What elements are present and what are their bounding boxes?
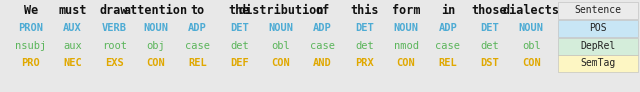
Text: PRO: PRO	[22, 58, 40, 68]
Text: CON: CON	[147, 58, 165, 68]
Text: DEF: DEF	[230, 58, 249, 68]
Text: this: this	[350, 3, 379, 16]
Text: obl: obl	[271, 41, 291, 51]
Text: in: in	[441, 3, 455, 16]
Text: nmod: nmod	[394, 41, 419, 51]
Text: PRON: PRON	[19, 23, 44, 33]
Text: PRX: PRX	[355, 58, 374, 68]
Text: NEC: NEC	[63, 58, 82, 68]
Text: of: of	[316, 3, 330, 16]
Text: ADP: ADP	[314, 23, 332, 33]
Text: DepRel: DepRel	[580, 41, 616, 51]
Text: distribution: distribution	[238, 3, 324, 16]
Text: the: the	[228, 3, 250, 16]
Text: attention: attention	[124, 3, 188, 16]
Text: det: det	[480, 41, 499, 51]
Text: draw: draw	[100, 3, 129, 16]
Text: Sentence: Sentence	[575, 5, 621, 15]
Text: form: form	[392, 3, 420, 16]
Text: DET: DET	[230, 23, 249, 33]
Text: DET: DET	[355, 23, 374, 33]
Text: NOUN: NOUN	[143, 23, 168, 33]
Text: det: det	[230, 41, 249, 51]
Text: root: root	[102, 41, 127, 51]
Text: REL: REL	[188, 58, 207, 68]
Text: must: must	[58, 3, 87, 16]
Text: EXS: EXS	[105, 58, 124, 68]
Text: to: to	[191, 3, 205, 16]
Bar	[558, 38, 638, 54]
Text: dialects: dialects	[502, 3, 559, 16]
Text: case: case	[310, 41, 335, 51]
Text: nsubj: nsubj	[15, 41, 47, 51]
Text: CON: CON	[522, 58, 541, 68]
Bar	[558, 20, 638, 37]
Text: det: det	[355, 41, 374, 51]
Text: POS: POS	[589, 23, 607, 33]
Text: DST: DST	[480, 58, 499, 68]
Text: AUX: AUX	[63, 23, 82, 33]
Text: NOUN: NOUN	[269, 23, 294, 33]
Text: SemTag: SemTag	[580, 58, 616, 68]
Text: obj: obj	[147, 41, 165, 51]
Text: REL: REL	[438, 58, 457, 68]
Text: aux: aux	[63, 41, 82, 51]
Text: CON: CON	[271, 58, 291, 68]
Text: case: case	[435, 41, 460, 51]
Text: CON: CON	[397, 58, 415, 68]
Text: ADP: ADP	[188, 23, 207, 33]
Text: DET: DET	[480, 23, 499, 33]
Text: NOUN: NOUN	[394, 23, 419, 33]
Text: case: case	[185, 41, 210, 51]
Text: obl: obl	[522, 41, 541, 51]
Bar	[558, 1, 638, 18]
Text: We: We	[24, 3, 38, 16]
Text: NOUN: NOUN	[518, 23, 543, 33]
Text: those: those	[472, 3, 508, 16]
Text: VERB: VERB	[102, 23, 127, 33]
Text: AND: AND	[314, 58, 332, 68]
Text: ADP: ADP	[438, 23, 457, 33]
Bar	[558, 54, 638, 71]
